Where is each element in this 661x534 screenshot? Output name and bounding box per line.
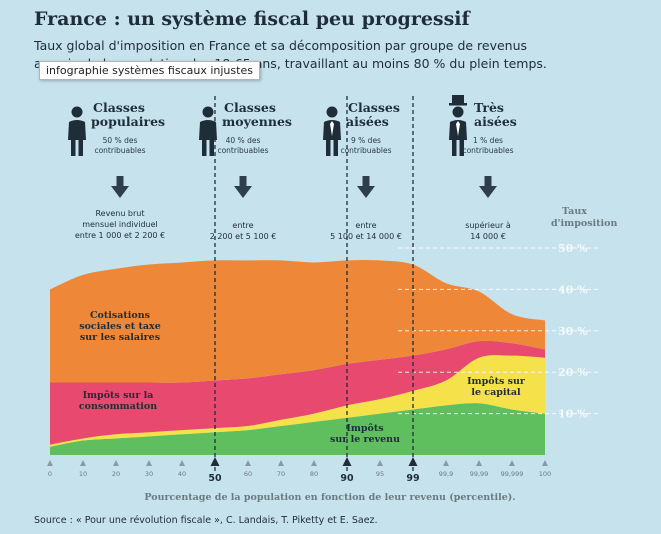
x-tick-marker xyxy=(342,457,352,466)
group-share: contribuables xyxy=(94,146,145,155)
income-range: mensuel individuel xyxy=(82,220,158,229)
series-label: Cotisations xyxy=(90,310,150,321)
x-tick-label: 90 xyxy=(340,473,354,484)
y-tick-label: 40 % xyxy=(558,283,588,296)
income-range: 14 000 € xyxy=(470,232,506,241)
group-share: 40 % des xyxy=(226,136,261,145)
source-note: Source : « Pour une révolution fiscale »… xyxy=(34,515,378,526)
chart-title: France : un système fiscal peu progressi… xyxy=(34,8,470,30)
x-tick-marker xyxy=(146,460,152,466)
x-tick-label: 30 xyxy=(145,470,153,478)
x-tick-marker xyxy=(509,460,515,466)
area-capital xyxy=(50,355,545,447)
group-share: 9 % des xyxy=(351,136,381,145)
x-tick-marker xyxy=(210,457,220,466)
x-tick-marker xyxy=(476,460,482,466)
x-tick-label: 40 xyxy=(178,470,186,478)
down-arrow-icon xyxy=(357,176,375,198)
group-name: Classes xyxy=(224,100,276,115)
series-label: consommation xyxy=(79,401,157,412)
y-axis-title-line1: Taux xyxy=(562,206,587,217)
group-name: populaires xyxy=(91,114,165,129)
group-share: contribuables xyxy=(462,146,513,155)
person-icon xyxy=(199,106,217,156)
income-range: supérieur à xyxy=(465,220,511,230)
x-tick-label: 0 xyxy=(48,470,52,478)
income-range: 5 100 et 14 000 € xyxy=(330,232,402,241)
image-tooltip: infographie systèmes fiscaux injustes xyxy=(39,61,260,80)
series-label: sociales et taxe xyxy=(79,321,161,332)
group-name: Classes xyxy=(348,100,400,115)
x-tick-label: 99,9 xyxy=(439,470,453,478)
x-tick-label: 50 xyxy=(208,473,222,484)
x-tick-marker xyxy=(408,457,418,466)
area-consommation xyxy=(50,340,545,445)
group-name: Classes xyxy=(93,100,145,115)
x-tick-marker xyxy=(113,460,119,466)
group-name: aisées xyxy=(474,114,517,129)
x-tick-label: 10 xyxy=(79,470,87,478)
group-share: contribuables xyxy=(217,146,268,155)
series-label: Impôts sur xyxy=(467,376,526,387)
x-tick-label: 99 xyxy=(406,473,419,484)
x-tick-marker xyxy=(278,460,284,466)
y-tick-label: 20 % xyxy=(558,366,588,379)
group-name: moyennes xyxy=(222,114,292,129)
group-name: Très xyxy=(474,100,504,115)
group-share: 1 % des xyxy=(473,136,503,145)
person-icon xyxy=(68,106,86,156)
income-range: entre 1 000 et 2 200 € xyxy=(75,231,165,240)
x-tick-label: 99,999 xyxy=(501,470,524,478)
person-tie-icon xyxy=(323,106,341,156)
x-tick-marker xyxy=(179,460,185,466)
x-tick-marker xyxy=(311,460,317,466)
series-label: Impôts sur la xyxy=(83,390,154,401)
y-axis-title-line2: d'imposition xyxy=(551,218,617,229)
x-tick-label: 60 xyxy=(244,470,252,478)
x-tick-marker xyxy=(443,460,449,466)
series-label: le capital xyxy=(471,387,521,398)
down-arrow-icon xyxy=(479,176,497,198)
x-tick-label: 100 xyxy=(539,470,551,478)
x-tick-label: 80 xyxy=(310,470,318,478)
person-top-hat-icon xyxy=(449,95,467,156)
area-revenu xyxy=(50,403,545,455)
series-label: Impôts xyxy=(346,423,383,434)
x-tick-label: 95 xyxy=(376,470,384,478)
x-tick-marker xyxy=(377,460,383,466)
group-name: aisées xyxy=(346,114,389,129)
area-cotisations xyxy=(50,260,545,383)
chart-subtitle-line1: Taux global d'imposition en France et sa… xyxy=(34,38,528,53)
series-label: sur les salaires xyxy=(80,332,160,343)
y-tick-label: 50 % xyxy=(558,242,588,255)
income-range: 2 200 et 5 100 € xyxy=(210,232,277,241)
x-tick-label: 70 xyxy=(277,470,285,478)
x-tick-marker xyxy=(542,460,548,466)
x-tick-marker xyxy=(47,460,53,466)
x-tick-label: 99,99 xyxy=(470,470,489,478)
income-range: Revenu brut xyxy=(95,209,144,218)
y-tick-label: 10 % xyxy=(558,408,588,421)
x-tick-marker xyxy=(245,460,251,466)
x-tick-label: 20 xyxy=(112,470,120,478)
x-tick-marker xyxy=(80,460,86,466)
down-arrow-icon xyxy=(234,176,252,198)
down-arrow-icon xyxy=(111,176,129,198)
group-share: 50 % des xyxy=(103,136,138,145)
group-share: contribuables xyxy=(340,146,391,155)
income-range: entre xyxy=(355,221,376,230)
series-label: sur le revenu xyxy=(330,434,400,445)
x-axis-title: Pourcentage de la population en fonction… xyxy=(144,492,515,503)
income-range: entre xyxy=(232,221,253,230)
y-tick-label: 30 % xyxy=(558,325,588,338)
